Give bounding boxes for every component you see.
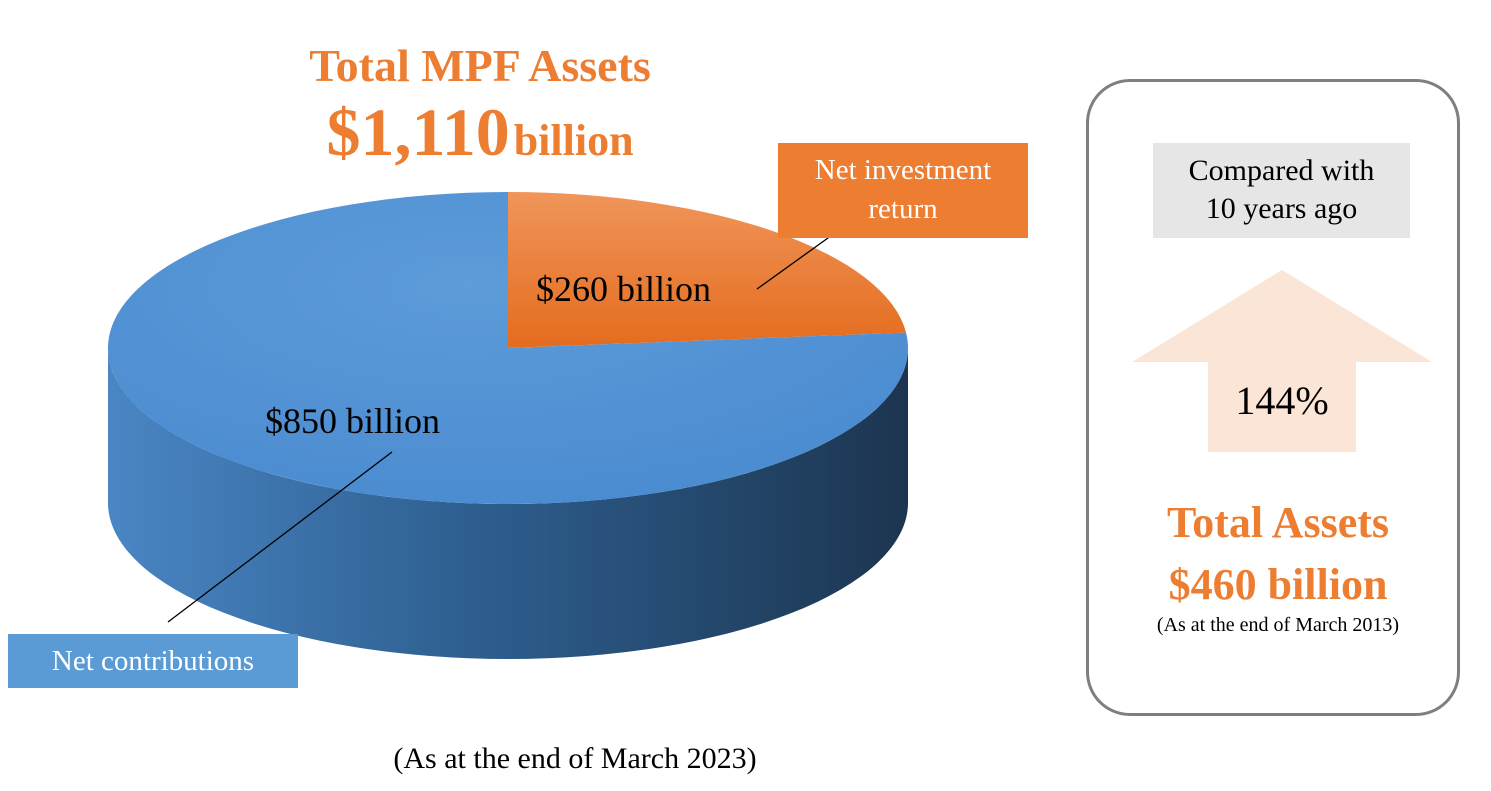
leader-line-contributions	[167, 451, 393, 623]
growth-percent: 144%	[1235, 378, 1329, 423]
chart-date-note: (As at the end of March 2023)	[393, 742, 757, 775]
chart-title-line1: Total MPF Assets	[309, 40, 651, 91]
total-unit: billion	[513, 116, 634, 165]
comparison-label-line2: 10 years ago	[1205, 192, 1358, 225]
callout-net-investment-return: Net investment return	[778, 143, 1028, 238]
pie-side-wall	[108, 348, 908, 659]
callout-net-contributions: Net contributions	[8, 634, 298, 688]
slice-value-label-contributions: $850 billion	[265, 401, 441, 441]
callout-investment-line2: return	[868, 193, 938, 225]
pie-slice-net-contributions	[107, 192, 908, 505]
total-amount: $1,110	[326, 94, 510, 170]
comparison-label: Compared with 10 years ago	[1153, 143, 1410, 238]
comparison-label-line1: Compared with	[1188, 154, 1375, 187]
past-total-amount: $460 billion	[1168, 560, 1388, 609]
past-total-title: Total Assets	[1166, 498, 1390, 547]
past-total-assets: Total Assets $460 billion	[1096, 492, 1460, 616]
up-arrow-icon	[1132, 270, 1432, 452]
chart-title: Total MPF Assets $1,110 billion	[250, 38, 710, 189]
chart-title-total: $1,110 billion	[250, 94, 710, 189]
slice-value-label-investment: $260 billion	[536, 269, 712, 309]
callout-investment-line1: Net investment	[814, 154, 992, 186]
pie-slice-net-investment-return	[508, 192, 907, 348]
past-date-note: (As at the end of March 2013)	[1156, 614, 1400, 636]
